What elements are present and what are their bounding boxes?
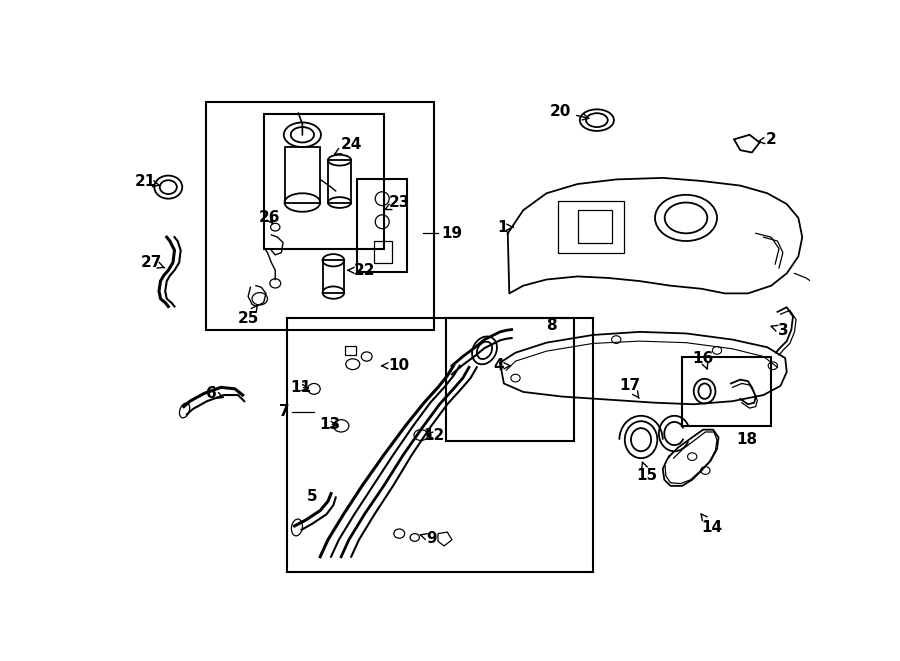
Text: 21: 21 xyxy=(134,175,159,189)
Bar xyxy=(284,147,320,202)
Text: 8: 8 xyxy=(546,318,557,333)
Text: 17: 17 xyxy=(619,378,641,399)
Bar xyxy=(205,102,434,330)
Bar xyxy=(578,210,612,243)
Bar xyxy=(345,346,356,355)
Text: 14: 14 xyxy=(701,514,722,535)
Text: 15: 15 xyxy=(636,462,658,483)
Text: 23: 23 xyxy=(385,195,410,210)
Text: 24: 24 xyxy=(335,137,362,154)
Bar xyxy=(682,356,771,426)
Bar xyxy=(322,260,344,293)
Bar xyxy=(264,114,383,249)
Text: 1: 1 xyxy=(497,219,513,235)
Text: 7: 7 xyxy=(279,405,289,420)
Text: 16: 16 xyxy=(692,350,714,369)
Bar xyxy=(328,160,351,202)
Bar xyxy=(446,318,573,442)
Bar xyxy=(287,318,593,572)
Text: 18: 18 xyxy=(736,432,757,447)
Text: 22: 22 xyxy=(347,263,375,278)
Polygon shape xyxy=(734,135,760,153)
Text: 13: 13 xyxy=(319,417,340,432)
Text: 10: 10 xyxy=(382,358,410,373)
Text: 4: 4 xyxy=(493,358,510,373)
Polygon shape xyxy=(438,532,452,546)
Text: 9: 9 xyxy=(420,531,437,546)
Text: 3: 3 xyxy=(771,323,788,338)
Text: 12: 12 xyxy=(424,428,445,443)
Bar xyxy=(558,201,624,253)
Bar xyxy=(356,179,407,272)
Text: 27: 27 xyxy=(140,255,165,270)
Text: 26: 26 xyxy=(258,210,280,225)
Text: 19: 19 xyxy=(441,226,463,241)
Text: 25: 25 xyxy=(238,305,259,325)
Text: 6: 6 xyxy=(206,386,223,401)
Text: 20: 20 xyxy=(550,104,589,120)
Text: 5: 5 xyxy=(307,489,318,504)
Bar xyxy=(374,241,392,262)
Text: 2: 2 xyxy=(759,132,777,147)
Text: 11: 11 xyxy=(291,380,311,395)
